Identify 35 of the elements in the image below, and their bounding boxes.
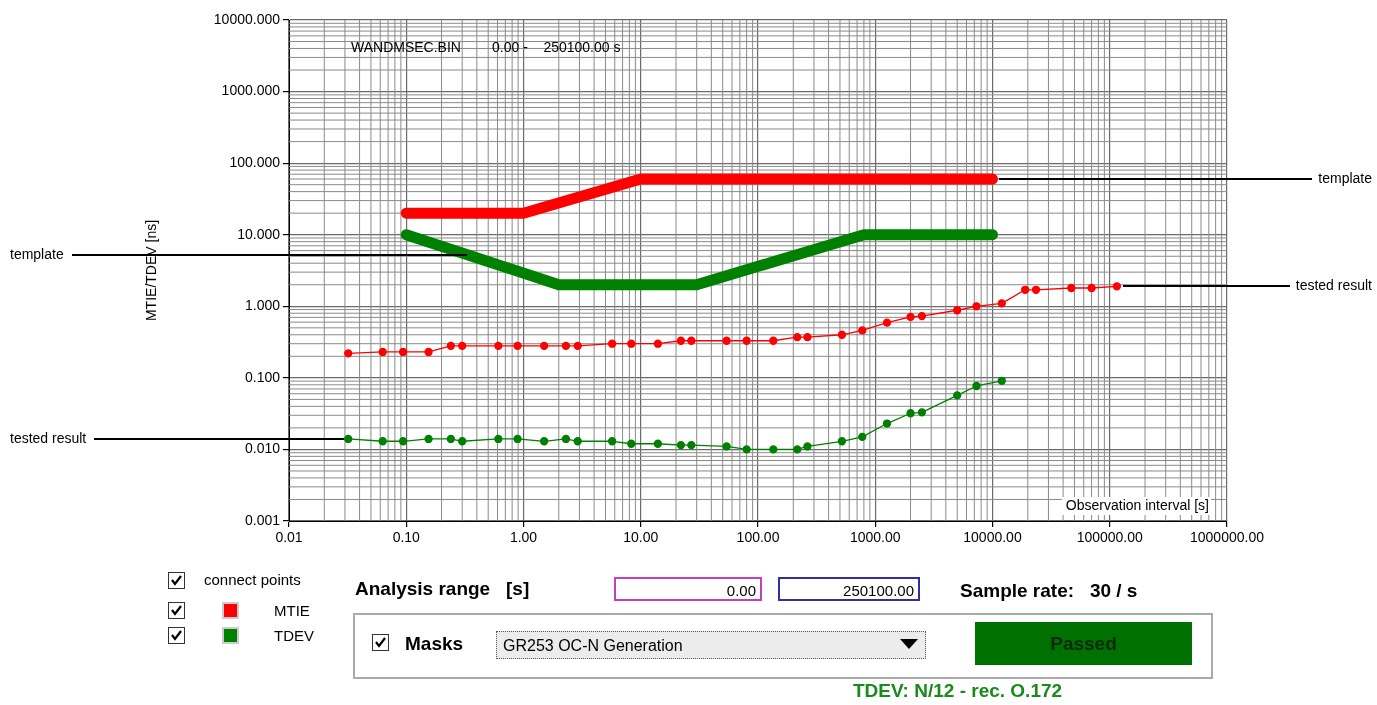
y-tick-label: 0.010 (244, 440, 281, 457)
x-tick-label: 10000.00 (963, 529, 1022, 546)
text: GR253 OC-N Generation (496, 631, 926, 659)
x-tick-label: 0.10 (392, 529, 421, 546)
x-tick-label: 100000.00 (1076, 529, 1144, 546)
text: 250100.00 (778, 577, 920, 601)
y-tick-label: 1.000 (244, 297, 281, 314)
text: template (1318, 169, 1373, 186)
text: Masks (405, 633, 464, 655)
annotation: WANDMSEC.BIN 0.00 - 250100.00 s (351, 38, 621, 55)
y-axis-title: MTIE/TDEV [ns] (143, 219, 160, 322)
text: 0.00 (614, 577, 762, 601)
y-tick-label: 0.001 (244, 511, 281, 528)
text: Passed (975, 622, 1192, 665)
y-tick-label: 1000.000 (221, 82, 281, 99)
x-axis-title: Observation interval [s] (1065, 496, 1209, 513)
x-tick-label: 0.01 (275, 529, 303, 546)
text: TDEV: N/12 - rec. O.172 (853, 680, 1063, 702)
x-tick-label: 1000000.00 (1190, 529, 1265, 546)
legend-label: TDEV (274, 627, 315, 644)
y-tick-label: 0.100 (244, 368, 281, 385)
x-tick-label: 1000.00 (849, 529, 901, 546)
text: Sample rate: 30 / s (960, 580, 1138, 602)
text: Analysis range [s] (355, 578, 530, 600)
y-tick-label: 10000.000 (213, 10, 281, 27)
y-tick-label: 100.000 (229, 154, 281, 170)
text: connect points (204, 571, 301, 588)
text: tested result (1295, 277, 1373, 294)
y-tick-label: 10.000 (237, 225, 281, 242)
x-tick-label: 1.00 (509, 529, 538, 546)
x-tick-label: 100.00 (736, 529, 780, 546)
text: template (10, 245, 64, 262)
text: tested result (10, 429, 87, 446)
legend-label: MTIE (274, 602, 310, 619)
x-tick-label: 10.00 (623, 529, 659, 546)
